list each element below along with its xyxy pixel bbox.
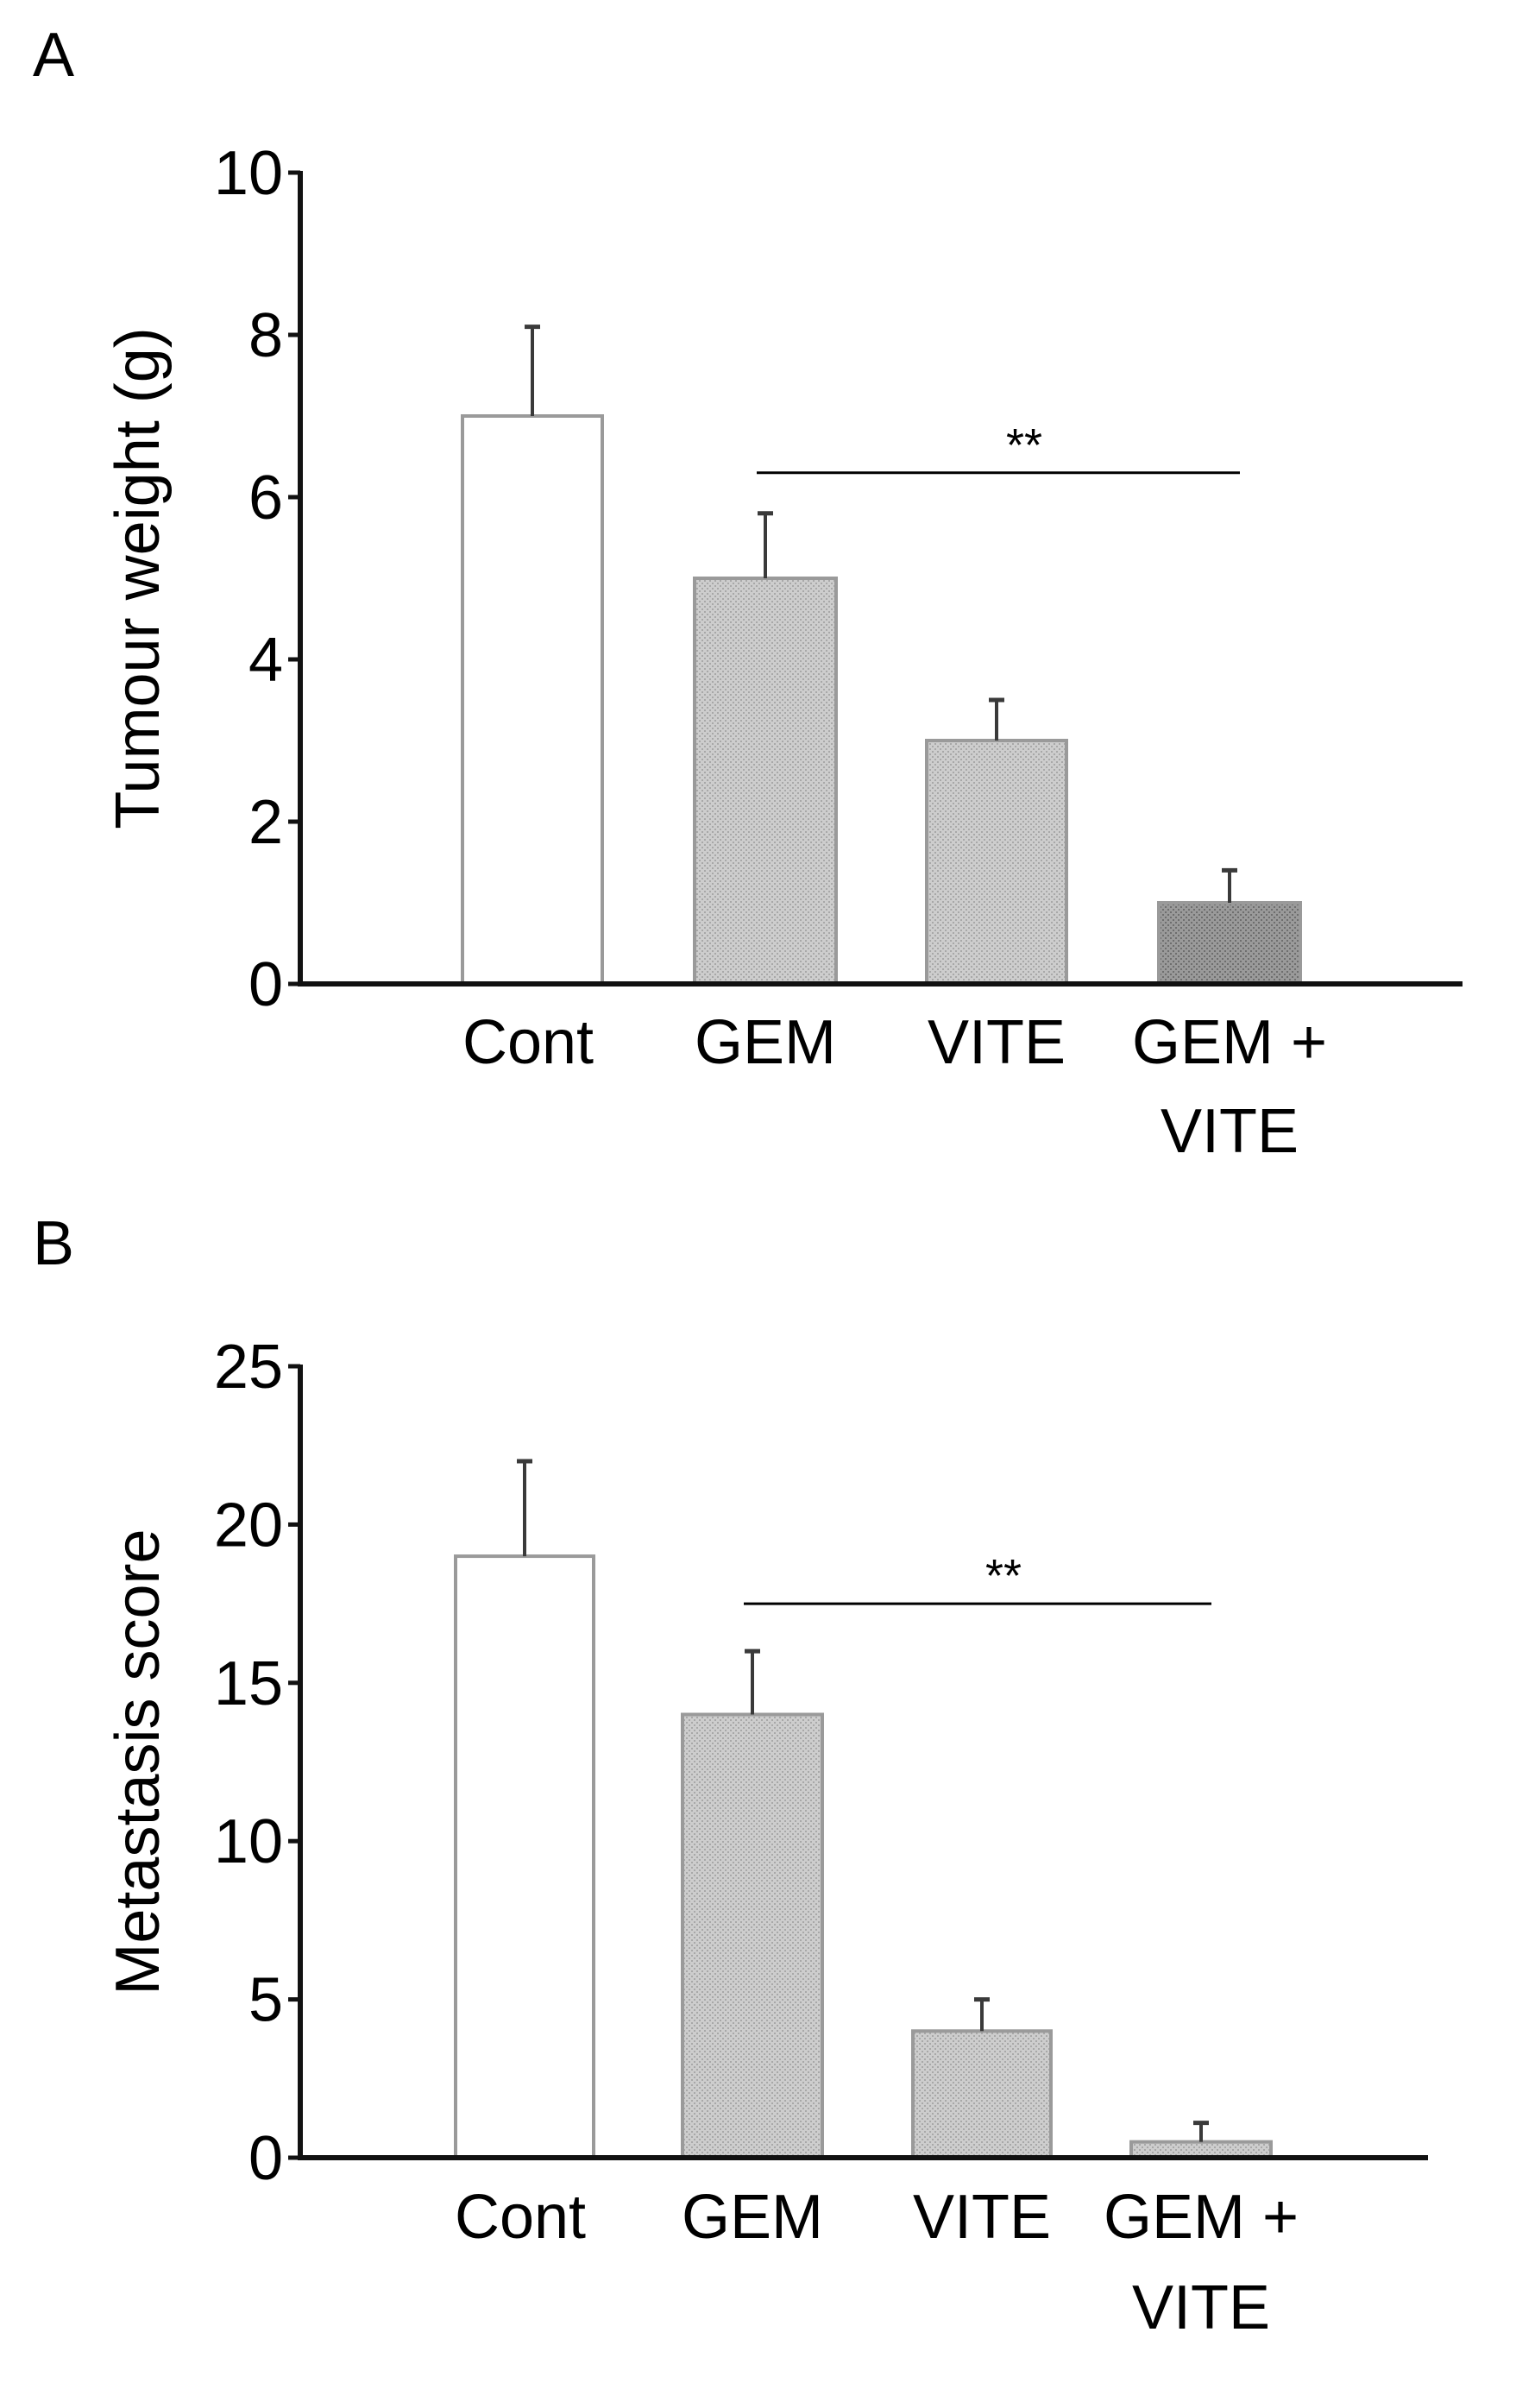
category-label-3-line-0: GEM +	[1104, 2183, 1299, 2252]
panel-a-chart: A Tumour weight (g) 0 2 4 6 8 10 Cont GEM VITE GEM …	[33, 21, 1463, 1166]
y-axis-title: Metastasis score	[104, 1529, 173, 1995]
category-label-0-line-0: Cont	[462, 1008, 594, 1077]
y-tick-label-2: 10	[214, 1807, 283, 1876]
category-label-2-line-0: VITE	[913, 2183, 1051, 2252]
bar-2	[925, 739, 1068, 986]
bar-0	[461, 414, 604, 986]
panel-b-chart: B Metastasis score 0 5 10 15 20 25 Cont GEM VITE GE…	[33, 1209, 1428, 2342]
y-tick-label-5: 10	[214, 139, 283, 208]
bar-1	[693, 577, 838, 986]
y-tick-label-3: 6	[248, 463, 283, 533]
y-tick-label-5: 25	[214, 1333, 283, 1402]
panel-label: A	[33, 21, 74, 90]
y-tick-label-1: 5	[248, 1966, 283, 2035]
y-tick-label-0: 0	[248, 2124, 283, 2193]
category-label-1-line-0: GEM	[695, 1008, 836, 1077]
category-label-3-line-1: VITE	[1132, 2273, 1270, 2342]
y-tick-label-0: 0	[248, 950, 283, 1019]
significance-label: **	[1006, 419, 1042, 471]
category-label-2-line-0: VITE	[928, 1008, 1066, 1077]
category-label-0-line-0: Cont	[455, 2183, 586, 2252]
y-axis-title: Tumour weight (g)	[104, 327, 173, 829]
y-tick-label-4: 8	[248, 301, 283, 370]
panel-label: B	[33, 1209, 74, 1278]
y-tick-label-4: 20	[214, 1491, 283, 1560]
bar-3	[1157, 901, 1302, 986]
bar-1	[681, 1712, 824, 2159]
bar-2	[911, 2029, 1053, 2160]
significance-label: **	[985, 1550, 1022, 1602]
y-tick-label-1: 2	[248, 788, 283, 857]
bar-0	[454, 1554, 595, 2159]
category-label-1-line-0: GEM	[682, 2183, 823, 2252]
category-label-3-line-0: GEM +	[1132, 1008, 1327, 1077]
y-tick-label-3: 15	[214, 1649, 283, 1718]
y-tick-label-2: 4	[248, 626, 283, 695]
category-label-3-line-1: VITE	[1161, 1097, 1299, 1166]
